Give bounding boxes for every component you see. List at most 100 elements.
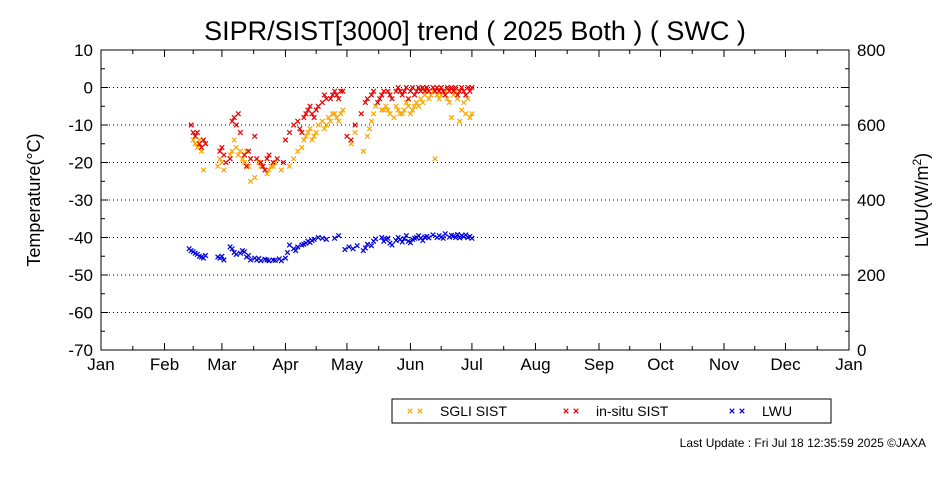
- data-point: [403, 232, 410, 239]
- y2-label-sup: 2: [910, 159, 924, 166]
- chart-title: SIPR/SIST[3000] trend ( 2025 Both ) ( SW…: [204, 16, 746, 46]
- data-point: [315, 103, 321, 109]
- data-point: [348, 137, 354, 143]
- data-point: [299, 129, 305, 136]
- data-point: [374, 99, 381, 106]
- x-tick-label: Jul: [461, 355, 483, 374]
- data-point: [335, 232, 342, 239]
- data-point: [264, 156, 270, 162]
- data-point: [405, 103, 412, 109]
- data-point: [417, 88, 424, 94]
- data-point: [420, 99, 426, 106]
- data-point: [403, 84, 410, 91]
- x-tick-label: May: [331, 355, 364, 374]
- data-point: [219, 253, 225, 259]
- data-point: [329, 92, 336, 98]
- data-point: [258, 159, 264, 166]
- data-point: [245, 163, 252, 169]
- data-point: [387, 111, 393, 117]
- data-point: [247, 178, 254, 184]
- y-tick-label: -30: [68, 191, 93, 210]
- data-point: [440, 235, 446, 241]
- legend-marker: [729, 408, 735, 414]
- data-point: [258, 258, 264, 264]
- data-point: [319, 235, 326, 241]
- data-point: [338, 88, 344, 94]
- data-point: [411, 103, 418, 109]
- data-point: [202, 252, 209, 259]
- data-point: [303, 111, 309, 117]
- data-point: [219, 159, 225, 166]
- data-point: [335, 118, 342, 124]
- data-point: [446, 99, 453, 106]
- legend-label: in-situ SIST: [596, 403, 669, 419]
- data-point: [397, 111, 403, 117]
- data-point: [307, 126, 313, 132]
- data-point: [311, 133, 317, 139]
- data-point: [292, 247, 299, 254]
- data-point: [219, 144, 225, 151]
- data-point: [243, 148, 250, 154]
- data-point: [194, 144, 201, 151]
- y-tick-label: 0: [84, 79, 93, 98]
- x-tick-label: Apr: [272, 355, 299, 374]
- data-point: [454, 231, 461, 238]
- y-tick-label: -40: [68, 229, 93, 248]
- data-point: [229, 118, 235, 124]
- data-point: [217, 156, 223, 162]
- data-point: [448, 114, 455, 121]
- data-point: [342, 246, 348, 253]
- data-point: [436, 96, 442, 102]
- data-point: [313, 129, 319, 136]
- data-point: [364, 241, 371, 247]
- data-point: [221, 167, 227, 173]
- x-tick-label: Nov: [709, 355, 740, 374]
- data-point: [448, 84, 455, 91]
- data-point: [381, 88, 387, 94]
- data-point: [295, 244, 301, 250]
- data-point: [391, 114, 397, 121]
- data-point: [393, 237, 399, 244]
- data-point: [299, 144, 305, 151]
- legend-marker: [417, 408, 423, 414]
- data-point: [251, 133, 258, 139]
- y-tick-label: -60: [68, 304, 93, 323]
- series-layer: [186, 84, 475, 264]
- legend-marker: [739, 408, 745, 414]
- data-point: [266, 152, 272, 158]
- data-point: [188, 122, 194, 128]
- data-point: [241, 249, 248, 255]
- data-point: [190, 129, 196, 136]
- y2-label-end: ): [912, 153, 932, 159]
- data-point: [401, 107, 408, 113]
- data-point: [329, 111, 336, 117]
- data-point: [385, 107, 391, 113]
- data-point: [323, 96, 330, 102]
- data-point: [245, 148, 252, 154]
- data-point: [321, 92, 328, 98]
- data-point: [278, 258, 285, 264]
- y2-tick-label: 200: [857, 266, 885, 285]
- data-point: [385, 235, 391, 241]
- data-point: [215, 163, 221, 169]
- data-point: [438, 92, 444, 98]
- data-point: [397, 88, 403, 94]
- data-point: [321, 126, 328, 132]
- data-point: [290, 122, 297, 128]
- last-update: Last Update : Fri Jul 18 12:35:59 2025 ©…: [679, 436, 926, 450]
- data-point: [376, 96, 383, 102]
- data-point: [335, 96, 342, 102]
- data-point: [399, 111, 405, 117]
- data-point: [233, 144, 239, 151]
- data-point: [372, 103, 379, 109]
- data-point: [444, 84, 451, 91]
- data-point: [407, 111, 414, 117]
- data-point: [401, 88, 408, 94]
- data-point: [319, 118, 326, 124]
- data-point: [221, 152, 227, 158]
- data-point: [202, 141, 209, 147]
- data-point: [432, 88, 438, 94]
- data-point: [260, 163, 266, 169]
- data-point: [233, 251, 239, 258]
- x-tick-label: Dec: [770, 355, 801, 374]
